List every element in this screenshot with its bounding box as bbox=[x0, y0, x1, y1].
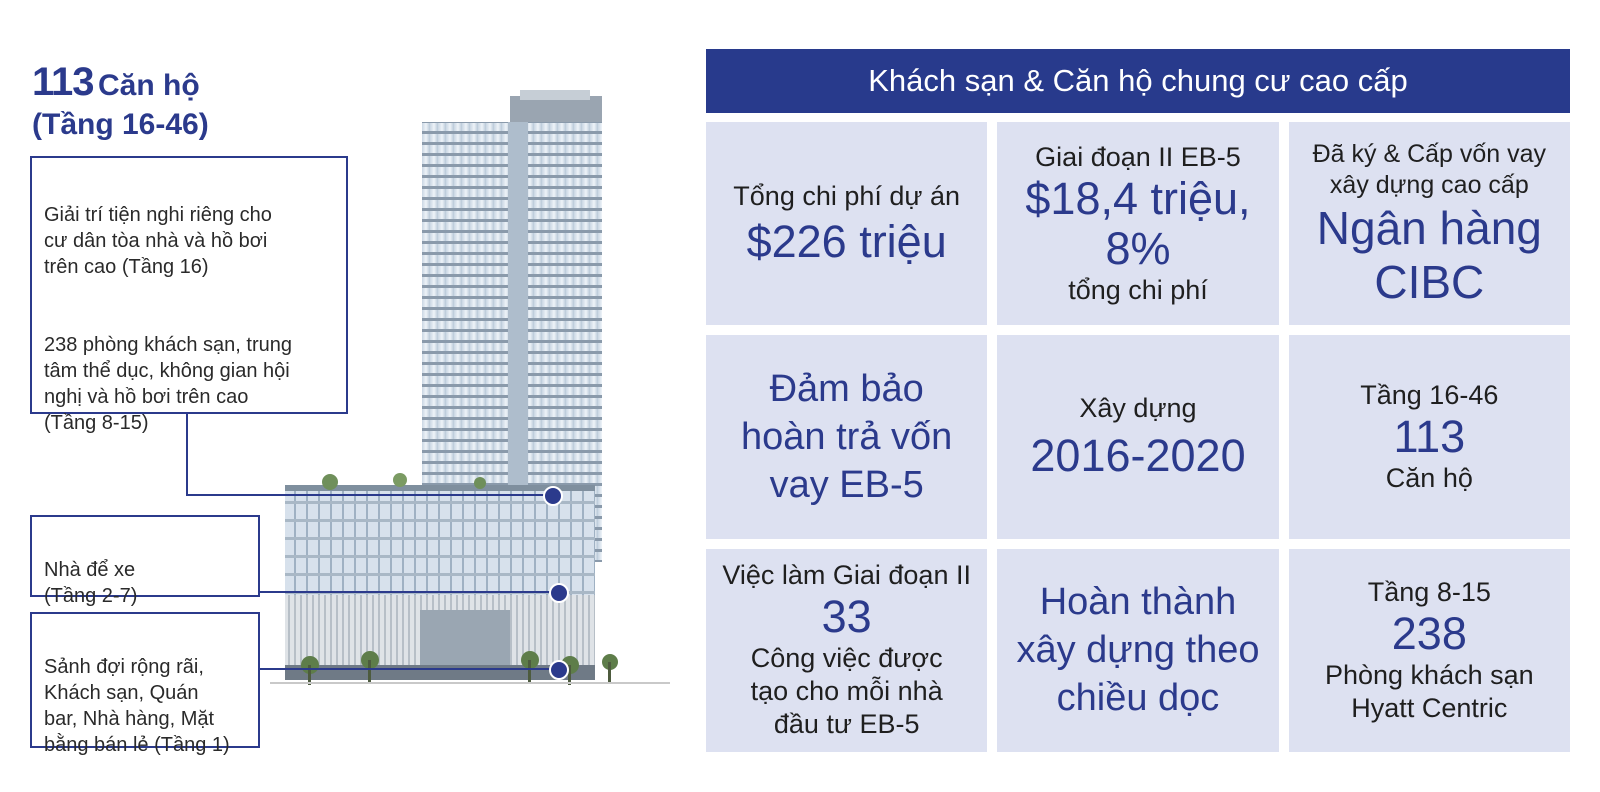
units-number: 113 bbox=[32, 60, 95, 104]
fact-statement: Hoàn thành xây dựng theo chiều dọc bbox=[1016, 581, 1260, 720]
fact-subcaption: tổng chi phí bbox=[1068, 274, 1208, 305]
connector-line bbox=[260, 668, 558, 670]
fact-value: 2016-2020 bbox=[1030, 430, 1246, 482]
tower-crown bbox=[510, 96, 602, 122]
units-title: 113 Căn hộ (Tầng 16-46) bbox=[32, 58, 209, 143]
callout-text: Sảnh đợi rộng rãi, Khách sạn, Quán bar, … bbox=[44, 656, 230, 756]
fact-bank-loan: Đã ký & Cấp vốn vay xây dựng cao cấp Ngâ… bbox=[1288, 122, 1570, 326]
callout-parking: Nhà để xe (Tầng 2-7) bbox=[30, 515, 260, 607]
fact-value: 33 bbox=[821, 591, 872, 643]
fact-construction-period: Xây dựng 2016-2020 bbox=[997, 335, 1279, 539]
fact-caption: Tầng 8-15 bbox=[1367, 576, 1491, 607]
connector-line bbox=[186, 414, 188, 496]
fact-value: 238 bbox=[1391, 607, 1467, 659]
connector-dot bbox=[543, 486, 563, 506]
fact-caption: Việc làm Giai đoạn II bbox=[722, 560, 971, 591]
fact-value: Ngân hàng CIBC bbox=[1316, 201, 1542, 308]
callout-text: 238 phòng khách sạn, trung tâm thể dục, … bbox=[44, 334, 292, 434]
fact-caption: Xây dựng bbox=[1079, 393, 1197, 424]
fact-subcaption: Phòng khách sạn Hyatt Centric bbox=[1324, 659, 1534, 723]
callout-lobby: Sảnh đợi rộng rãi, Khách sạn, Quán bar, … bbox=[30, 612, 260, 756]
connector-line bbox=[186, 494, 552, 496]
fact-value: $18,4 triệu, 8% bbox=[1025, 172, 1251, 274]
connector-dot bbox=[549, 660, 569, 680]
fact-subcaption: Công việc được tạo cho mỗi nhà đầu tư EB… bbox=[750, 643, 943, 740]
fact-jobs: Việc làm Giai đoạn II 33 Công việc được … bbox=[706, 548, 988, 752]
fact-eb5-phase2: Giai đoạn II EB-5 $18,4 triệu, 8% tổng c… bbox=[997, 122, 1279, 326]
facts-grid: Tổng chi phí dự án $226 triệu Giai đoạn … bbox=[706, 122, 1570, 752]
units-label: Căn hộ bbox=[97, 69, 200, 102]
connector-line bbox=[260, 591, 558, 593]
fact-hotel-rooms: Tầng 8-15 238 Phòng khách sạn Hyatt Cent… bbox=[1288, 548, 1570, 752]
garage-levels bbox=[285, 485, 595, 595]
tower-illustration bbox=[270, 90, 670, 685]
fact-caption: Đã ký & Cấp vốn vay xây dựng cao cấp bbox=[1312, 139, 1547, 199]
fact-apartments: Tầng 16-46 113 Căn hộ bbox=[1288, 335, 1570, 539]
fact-value: $226 triệu bbox=[746, 216, 947, 268]
section-header: Khách sạn & Căn hộ chung cư cao cấp bbox=[706, 49, 1570, 113]
fact-vertical-completion: Hoàn thành xây dựng theo chiều dọc bbox=[997, 548, 1279, 752]
fact-statement: Đảm bảo hoàn trả vốn vay EB-5 bbox=[741, 367, 953, 506]
callout-text: Giải trí tiện nghi riêng cho cư dân tòa … bbox=[44, 204, 272, 278]
fact-caption: Giai đoạn II EB-5 bbox=[1035, 141, 1241, 172]
fact-repayment-guarantee: Đảm bảo hoàn trả vốn vay EB-5 bbox=[706, 335, 988, 539]
callout-text: Nhà để xe (Tầng 2-7) bbox=[44, 559, 138, 607]
connector-dot bbox=[549, 583, 569, 603]
units-floors: (Tầng 16-46) bbox=[32, 107, 209, 141]
fact-subcaption: Căn hộ bbox=[1385, 462, 1473, 493]
fact-caption: Tầng 16-46 bbox=[1360, 379, 1499, 410]
fact-total-cost: Tổng chi phí dự án $226 triệu bbox=[706, 122, 988, 326]
fact-value: 113 bbox=[1393, 410, 1466, 462]
fact-caption: Tổng chi phí dự án bbox=[733, 181, 961, 212]
callout-amenities-hotel: Giải trí tiện nghi riêng cho cư dân tòa … bbox=[30, 156, 348, 434]
